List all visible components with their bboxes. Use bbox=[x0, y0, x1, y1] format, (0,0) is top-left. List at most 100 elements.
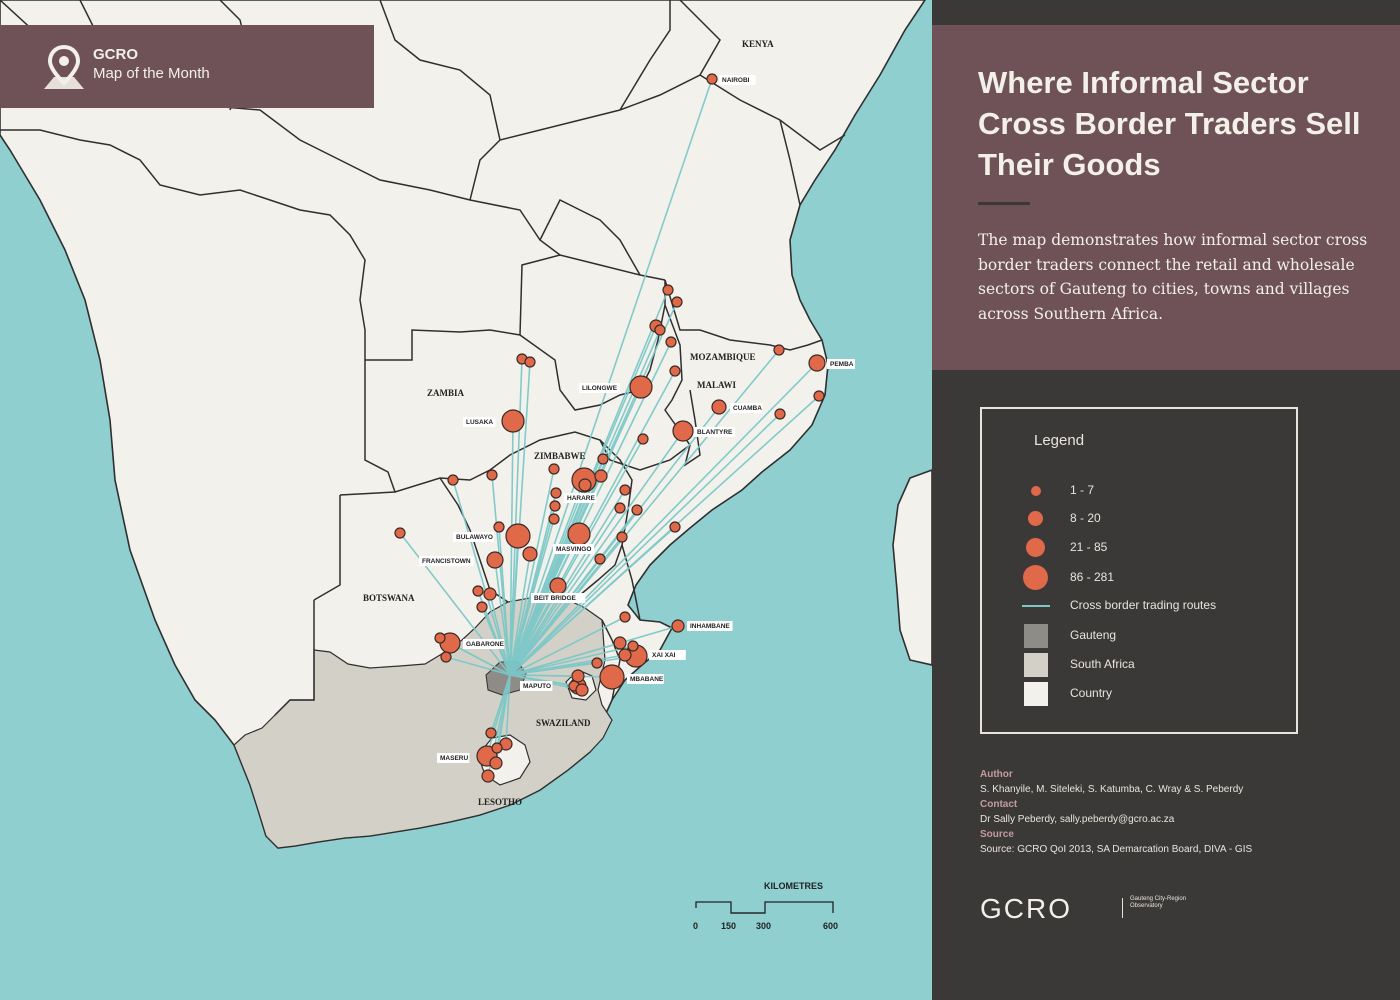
trade-route bbox=[509, 526, 676, 676]
trade-route bbox=[509, 358, 523, 676]
scale-tick-150: 150 bbox=[721, 921, 736, 931]
destination-marker bbox=[662, 284, 674, 296]
destination-marker bbox=[671, 619, 685, 633]
legend-swatch-country bbox=[1024, 682, 1048, 706]
trade-route bbox=[509, 484, 586, 676]
destination-marker bbox=[591, 657, 603, 669]
trade-route bbox=[509, 430, 684, 676]
madagascar bbox=[892, 469, 932, 666]
destination-marker bbox=[476, 601, 488, 613]
destination-marker bbox=[671, 296, 683, 308]
destination-marker bbox=[472, 585, 484, 597]
destination-marker bbox=[637, 433, 649, 445]
destination-marker bbox=[629, 375, 653, 399]
destination-marker bbox=[627, 640, 639, 652]
destination-marker bbox=[575, 683, 589, 697]
contact-heading: Contact bbox=[980, 799, 1018, 810]
destination-marker bbox=[481, 769, 495, 783]
trade-route bbox=[509, 645, 634, 676]
city-label-bg bbox=[687, 621, 733, 631]
destination-marker bbox=[616, 531, 628, 543]
city-label: MAPUTO bbox=[523, 683, 551, 690]
city-label: MASVINGO bbox=[556, 546, 591, 553]
destination-marker bbox=[578, 478, 592, 492]
city-label-bg bbox=[694, 427, 736, 437]
city-label: FRANCISTOWN bbox=[422, 558, 471, 565]
destination-marker bbox=[619, 484, 631, 496]
trade-route bbox=[509, 662, 598, 676]
legend-item-1-7: 1 - 7 bbox=[982, 479, 1300, 503]
contact-info: Dr Sally Peberdy, sally.peberdy@gcro.ac.… bbox=[980, 814, 1175, 825]
scale-bar: KILOMETRES 0 150 300 600 bbox=[693, 881, 838, 931]
legend-item-gauteng: Gauteng bbox=[982, 624, 1300, 648]
city-label: MASERU bbox=[440, 755, 468, 762]
trade-route bbox=[509, 78, 713, 676]
scale-tick-300: 300 bbox=[756, 921, 771, 931]
destination-marker bbox=[548, 513, 560, 525]
destination-marker bbox=[483, 587, 497, 601]
country-label: KENYA bbox=[742, 39, 774, 49]
map-description: The map demonstrates how informal sector… bbox=[978, 231, 1368, 323]
city-label: BULAWAYO bbox=[456, 534, 493, 541]
city-label: PEMBA bbox=[830, 361, 854, 368]
destination-marker bbox=[549, 500, 561, 512]
country-label: MALAWI bbox=[697, 380, 736, 390]
destination-marker bbox=[501, 409, 525, 433]
city-label: MBABANE bbox=[630, 676, 664, 683]
legend-item-86-281: 86 - 281 bbox=[982, 565, 1300, 590]
city-label: BEIT BRIDGE bbox=[534, 595, 577, 602]
legend-route-line bbox=[1022, 605, 1050, 607]
destination-marker bbox=[571, 669, 585, 683]
trade-route bbox=[509, 420, 514, 676]
title-divider bbox=[978, 202, 1030, 205]
trade-route bbox=[509, 413, 781, 676]
trade-route bbox=[509, 674, 579, 677]
country-label: MOZAMBIQUE bbox=[690, 352, 756, 362]
legend-item-routes: Cross border trading routes bbox=[982, 594, 1300, 618]
destination-marker bbox=[434, 632, 446, 644]
trade-route bbox=[509, 362, 818, 676]
country-label: BOTSWANA bbox=[363, 593, 415, 603]
city-label-bg bbox=[564, 493, 597, 503]
city-label-bg bbox=[627, 674, 664, 684]
destination-marker bbox=[773, 344, 785, 356]
legend-item-8-20: 8 - 20 bbox=[982, 507, 1300, 531]
gcro-logo: GCRO bbox=[980, 893, 1072, 924]
city-label-bg bbox=[437, 753, 470, 763]
destination-marker bbox=[524, 356, 536, 368]
legend-swatch-south-africa bbox=[1024, 653, 1048, 677]
city-label: LILONGWE bbox=[582, 385, 618, 392]
city-label: HARARE bbox=[567, 495, 595, 502]
legend-swatch-gauteng bbox=[1024, 624, 1048, 648]
destination-marker bbox=[505, 523, 531, 549]
destination-marker bbox=[486, 469, 498, 481]
logo-divider bbox=[1122, 898, 1123, 918]
country-label: ZIMBABWE bbox=[534, 451, 586, 461]
destination-marker bbox=[447, 474, 459, 486]
city-label: LUSAKA bbox=[466, 419, 493, 426]
trade-route bbox=[509, 468, 555, 676]
trade-route bbox=[489, 593, 511, 676]
legend-item-21-85: 21 - 85 bbox=[982, 536, 1300, 560]
legend-dot-small bbox=[1031, 486, 1041, 496]
destination-marker bbox=[613, 636, 627, 650]
trade-route bbox=[509, 489, 626, 676]
scale-title: KILOMETRES bbox=[764, 881, 823, 891]
logo-tagline: Gauteng City-Region Observatory bbox=[1130, 896, 1187, 909]
destination-marker bbox=[706, 73, 718, 85]
destination-marker bbox=[594, 553, 606, 565]
city-label-bg bbox=[719, 75, 756, 85]
destination-marker bbox=[669, 521, 681, 533]
trade-route bbox=[509, 361, 531, 676]
legend-title: Legend bbox=[1034, 432, 1085, 449]
header-org: GCRO bbox=[93, 46, 138, 63]
destination-marker bbox=[774, 408, 786, 420]
trade-route bbox=[509, 370, 676, 676]
city-label-bg bbox=[463, 639, 505, 649]
destination-marker bbox=[489, 756, 503, 770]
page-title: Where Informal Sector Cross Border Trade… bbox=[978, 65, 1361, 182]
country-label: LESOTHO bbox=[478, 797, 522, 807]
city-label-bg bbox=[730, 403, 763, 413]
destination-marker bbox=[550, 487, 562, 499]
legend-dot-xlarge bbox=[1023, 565, 1048, 590]
